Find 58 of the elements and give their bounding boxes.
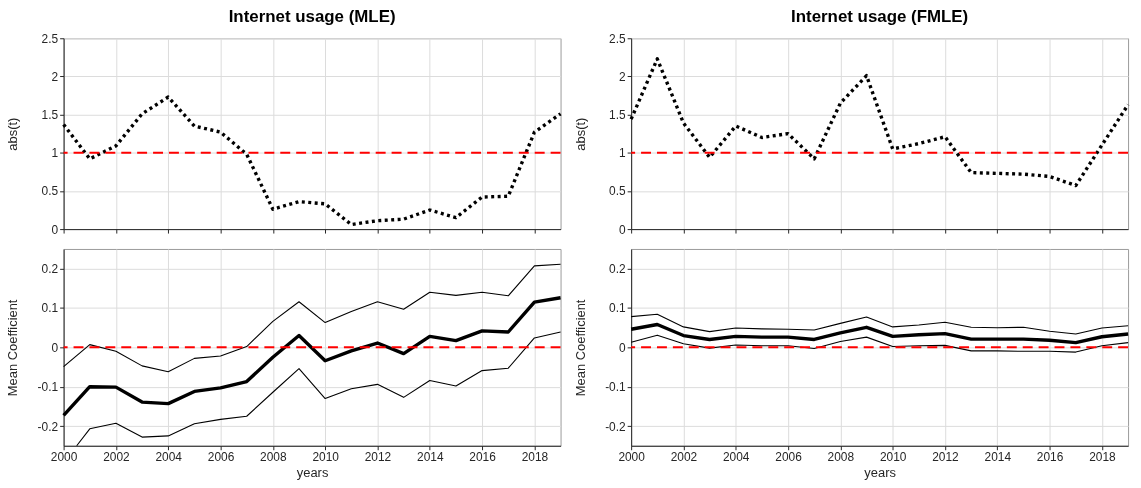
x-tick-label: 2018 <box>1089 450 1117 465</box>
line-series <box>61 95 563 227</box>
x-tick-label: 2012 <box>932 450 960 465</box>
x-tick-label: 2014 <box>417 450 444 465</box>
x-tick-label: 2002 <box>103 450 131 465</box>
x-tick-label: 2014 <box>984 450 1012 465</box>
y-tick-label: 0.5 <box>609 184 627 199</box>
line-series <box>630 334 1129 353</box>
y-tick-label: 0 <box>51 340 59 355</box>
x-tick-label: 2000 <box>618 450 646 465</box>
y-tick-label: -0.2 <box>605 419 627 434</box>
x-tick-label: 2008 <box>260 450 287 465</box>
x-tick-label: 2010 <box>312 450 340 465</box>
y-tick-label: 2 <box>619 69 627 84</box>
y-axis-title: Mean Coefficient <box>5 299 21 397</box>
x-tick-label: 2018 <box>521 450 549 465</box>
line-series <box>630 313 1129 335</box>
y-tick-label: -0.1 <box>37 380 59 395</box>
y-tick-label: 1.5 <box>609 108 627 123</box>
y-tick-label: 0 <box>619 340 627 355</box>
y-tick-label: 2 <box>51 69 59 84</box>
x-axis-title: years <box>296 465 329 481</box>
line-series <box>629 322 1130 345</box>
y-tick-label: 1.5 <box>41 108 59 123</box>
y-tick-label: 2.5 <box>41 31 59 46</box>
y-tick-label: 0.5 <box>41 184 59 199</box>
x-tick-label: 2000 <box>50 450 78 465</box>
x-tick-label: 2004 <box>155 450 183 465</box>
x-tick-label: 2006 <box>207 450 235 465</box>
x-tick-label: 2016 <box>469 450 497 465</box>
y-axis-title: abs(t) <box>572 117 588 151</box>
x-tick-label: 2006 <box>775 450 803 465</box>
y-tick-label: 1 <box>619 146 627 161</box>
x-tick-label: 2002 <box>670 450 698 465</box>
y-axis-title: abs(t) <box>5 117 21 151</box>
y-tick-label: 0.1 <box>609 301 627 316</box>
y-tick-label: 0.1 <box>41 301 59 316</box>
y-tick-label: 0 <box>619 222 627 237</box>
line-series <box>61 296 563 418</box>
y-axis-title: Mean Coefficient <box>572 299 588 397</box>
y-tick-label: 0 <box>51 222 59 237</box>
y-tick-label: 0.2 <box>41 262 59 277</box>
y-tick-label: 2.5 <box>609 31 627 46</box>
line-series <box>63 263 562 373</box>
y-tick-label: 0.2 <box>609 262 627 277</box>
x-tick-label: 2004 <box>723 450 750 465</box>
y-tick-label: -0.2 <box>37 419 59 434</box>
line-series <box>76 331 562 447</box>
chart-title: Internet usage (MLE) <box>228 7 396 27</box>
x-axis-title: years <box>864 465 896 481</box>
y-tick-label: -0.1 <box>605 380 627 395</box>
x-tick-label: 2008 <box>827 450 855 465</box>
x-tick-label: 2010 <box>879 450 907 465</box>
y-tick-label: 1 <box>51 146 59 161</box>
line-series <box>629 57 1130 188</box>
x-tick-label: 2012 <box>364 450 392 465</box>
x-tick-label: 2016 <box>1036 450 1064 465</box>
chart-title: Internet usage (FMLE) <box>791 7 969 27</box>
